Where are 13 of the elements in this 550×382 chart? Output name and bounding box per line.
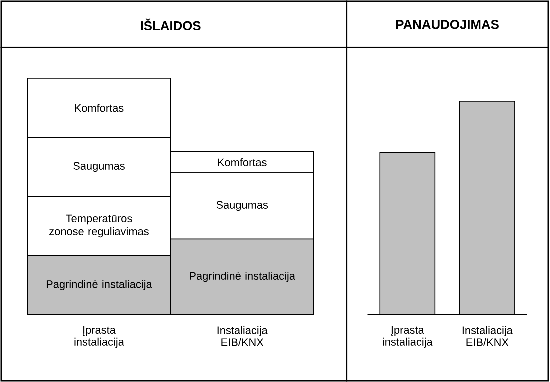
- text: Komfortas: [75, 104, 124, 112]
- chart-title: PANAUDOJIMAS: [396, 20, 499, 30]
- chart-title: IŠLAIDOS: [141, 18, 201, 30]
- series-label: Pagrindinė instaliacija: [46, 280, 152, 290]
- series-label: Temperatūros zonose reguliavimas: [50, 214, 149, 238]
- x-tick-label: Įprasta instaliacija: [74, 326, 124, 348]
- series-label: Komfortas: [218, 158, 267, 166]
- text: Pagrindinė instaliacija: [190, 272, 296, 282]
- x-tick-label: Įprasta instaliacija: [383, 326, 433, 348]
- series-label: Saugumas: [74, 162, 125, 172]
- text: Saugumas: [216, 201, 268, 211]
- x-tick-label: Instaliacija EIB/KNX: [462, 326, 513, 346]
- x-tick-label: Instaliacija EIB/KNX: [218, 326, 268, 346]
